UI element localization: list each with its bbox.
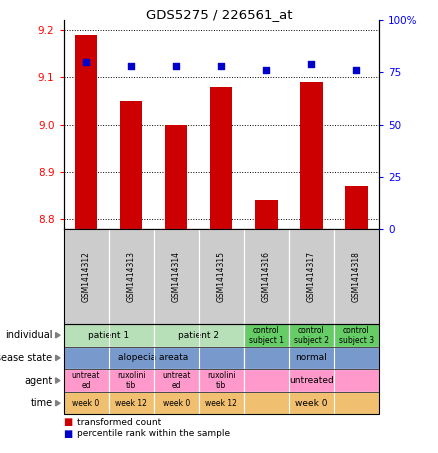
Text: untreat
ed: untreat ed	[162, 371, 191, 390]
Text: GSM1414313: GSM1414313	[127, 251, 136, 302]
Text: week 12: week 12	[115, 399, 147, 408]
Text: GSM1414314: GSM1414314	[172, 251, 180, 302]
Text: GSM1414312: GSM1414312	[81, 251, 91, 302]
Text: GSM1414318: GSM1414318	[352, 251, 361, 302]
Bar	[255, 200, 278, 229]
Bar	[345, 186, 367, 229]
Text: GSM1414316: GSM1414316	[262, 251, 271, 302]
Text: GSM1414315: GSM1414315	[217, 251, 226, 302]
Bar	[300, 82, 322, 229]
Point	[308, 61, 315, 68]
Point	[263, 67, 270, 74]
Text: week 12: week 12	[205, 399, 237, 408]
Text: control
subject 2: control subject 2	[294, 326, 329, 345]
Text: control
subject 3: control subject 3	[339, 326, 374, 345]
Text: individual: individual	[5, 330, 53, 340]
Text: ruxolini
tib: ruxolini tib	[117, 371, 145, 390]
Bar	[75, 34, 97, 229]
Text: transformed count: transformed count	[77, 418, 161, 427]
Bar	[120, 101, 142, 229]
Text: patient 1: patient 1	[88, 331, 129, 340]
Text: week 0: week 0	[72, 399, 100, 408]
Point	[82, 58, 89, 66]
Text: alopecia areata: alopecia areata	[119, 353, 189, 362]
Point	[218, 63, 225, 70]
Text: untreated: untreated	[289, 376, 334, 385]
Text: disease state: disease state	[0, 353, 53, 363]
Text: agent: agent	[25, 376, 53, 386]
Text: patient 2: patient 2	[178, 331, 219, 340]
Text: ■: ■	[64, 429, 73, 439]
Point	[353, 67, 360, 74]
Text: untreat
ed: untreat ed	[72, 371, 100, 390]
Text: normal: normal	[295, 353, 327, 362]
Text: control
subject 1: control subject 1	[249, 326, 284, 345]
Text: GSM1414317: GSM1414317	[307, 251, 316, 302]
Point	[127, 63, 134, 70]
Bar	[165, 125, 187, 229]
Text: ruxolini
tib: ruxolini tib	[207, 371, 236, 390]
Text: week 0: week 0	[162, 399, 190, 408]
Point	[173, 63, 180, 70]
Text: ■: ■	[64, 417, 73, 427]
Text: GDS5275 / 226561_at: GDS5275 / 226561_at	[146, 8, 292, 21]
Text: time: time	[30, 398, 53, 408]
Bar	[210, 87, 233, 229]
Text: percentile rank within the sample: percentile rank within the sample	[77, 429, 230, 439]
Text: week 0: week 0	[295, 399, 328, 408]
